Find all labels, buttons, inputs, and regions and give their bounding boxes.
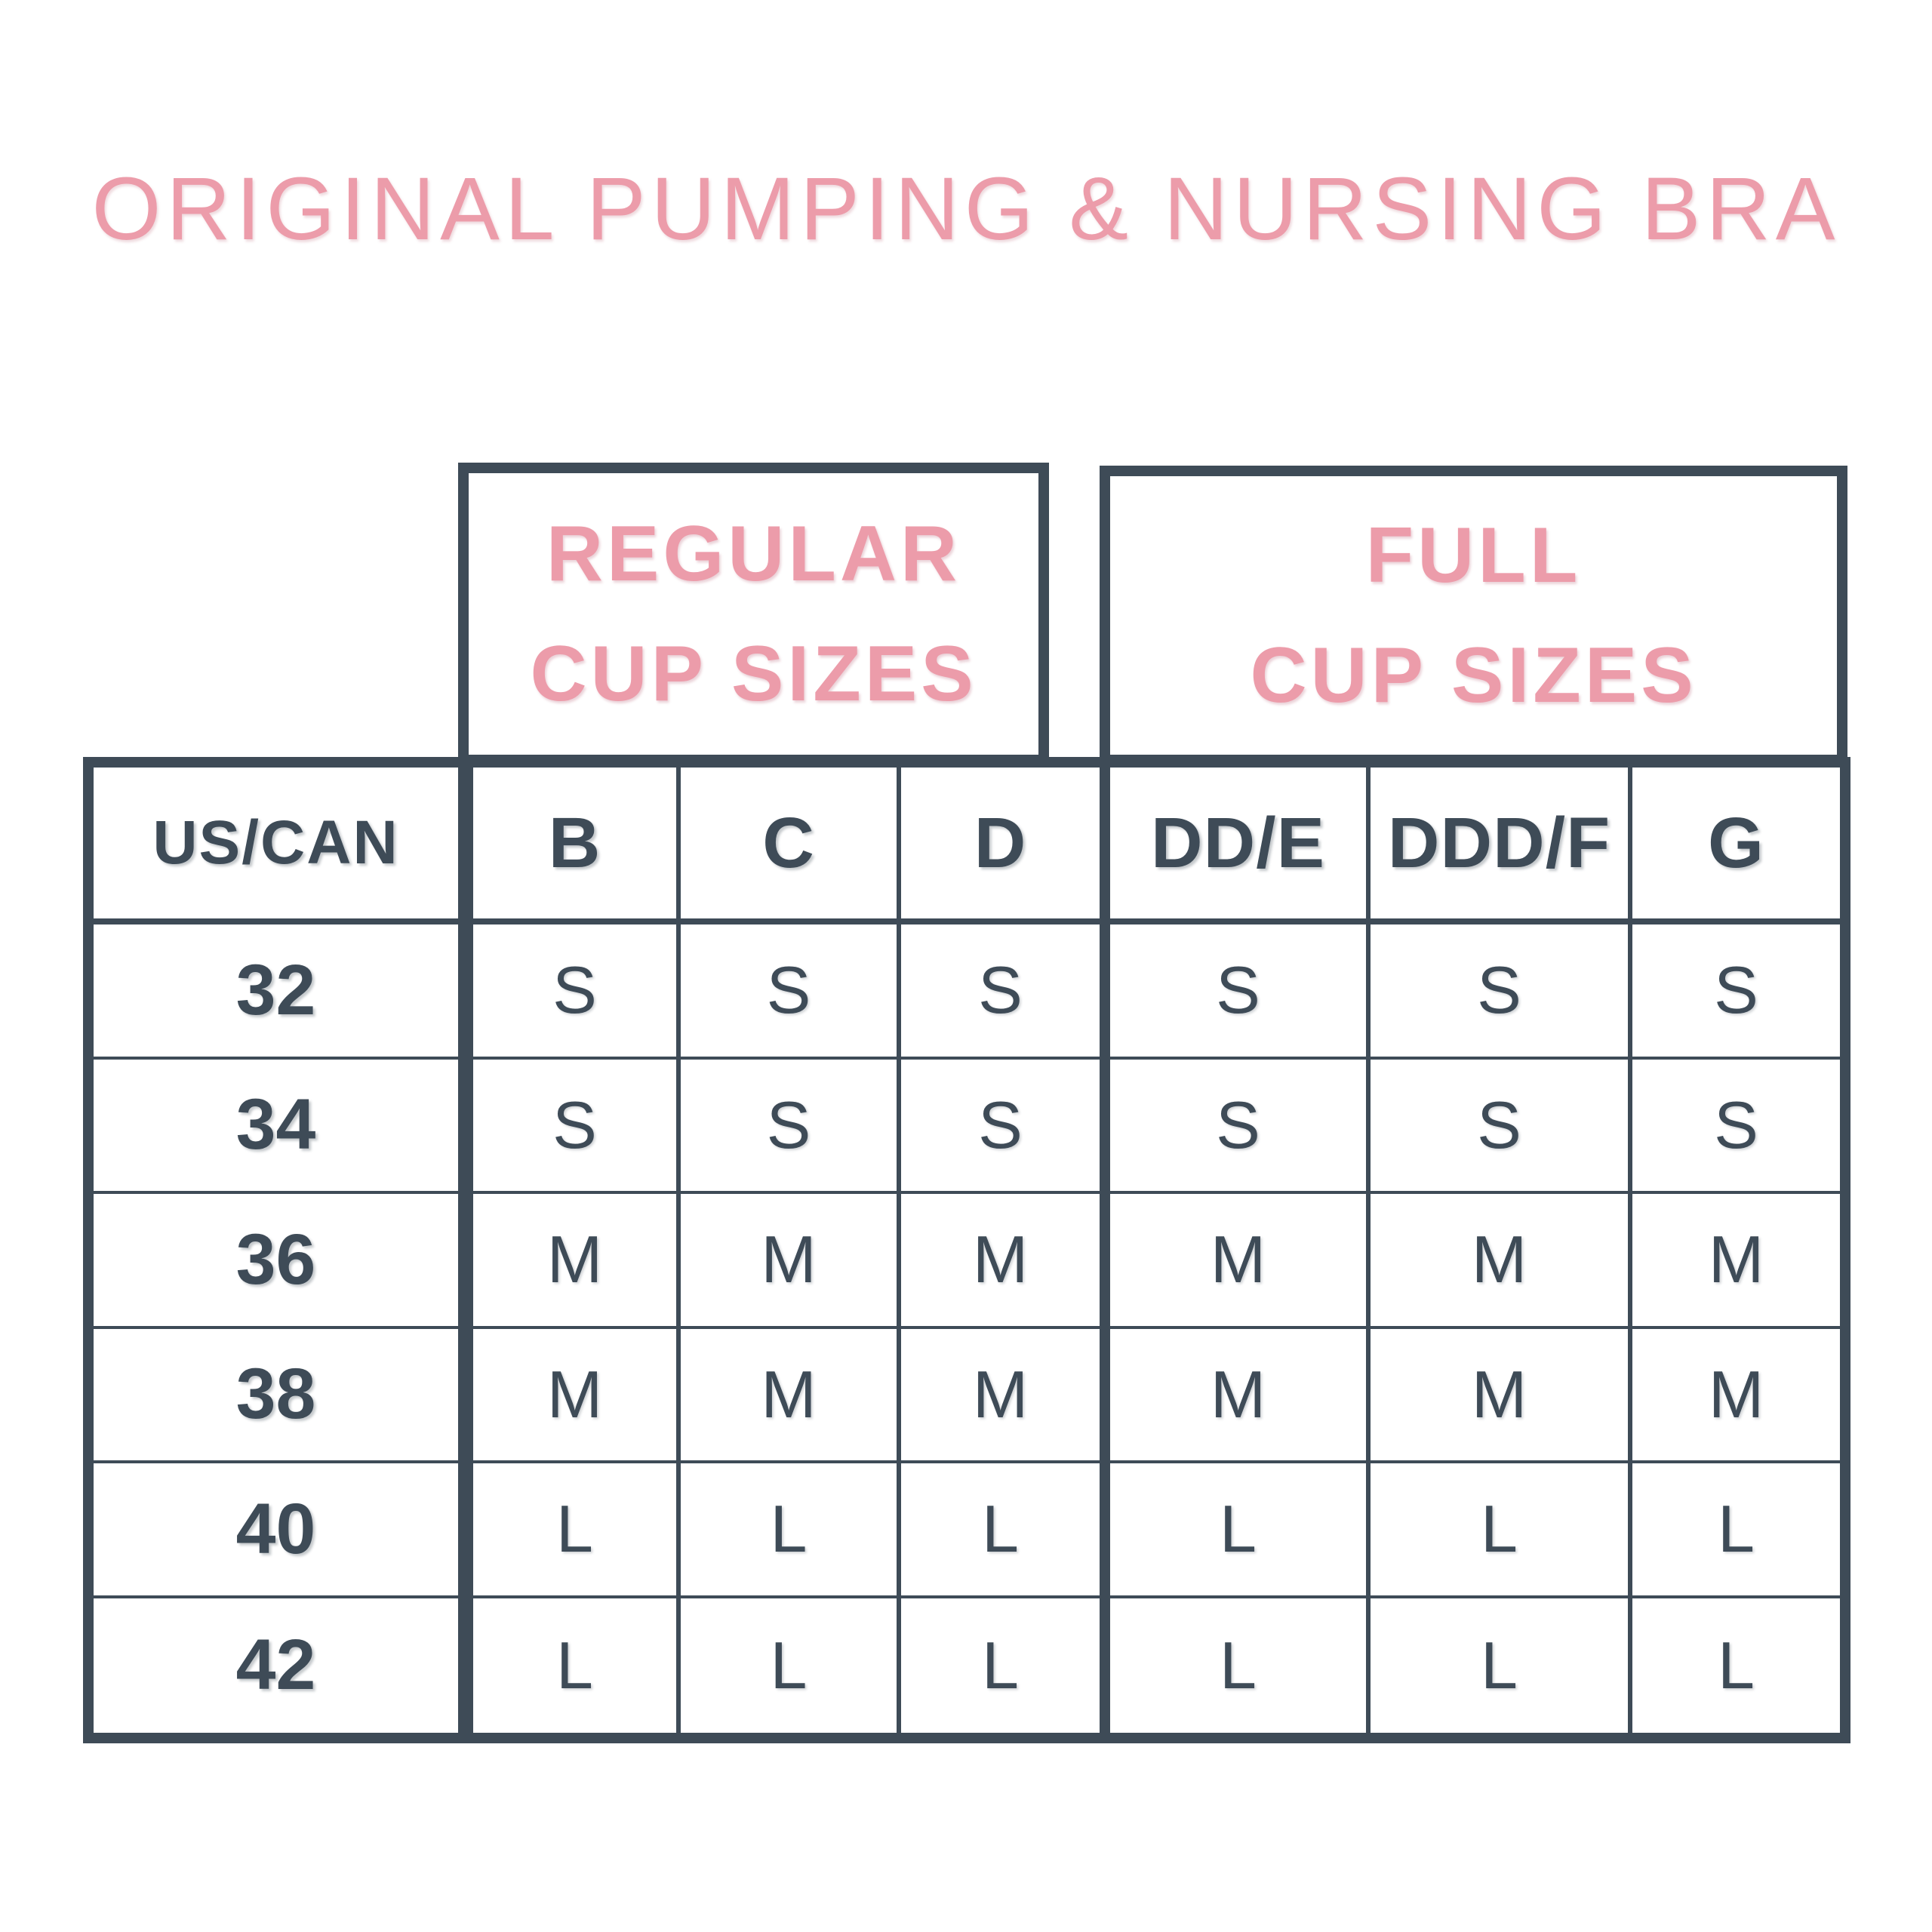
size-cell: S [681, 924, 901, 1060]
corner-header-us-can: US/CAN [94, 768, 473, 924]
column-header-ddd-f: DDD/F [1371, 768, 1632, 924]
size-cell: L [473, 1598, 681, 1733]
band-size-label: 34 [94, 1059, 473, 1194]
size-cell: S [1110, 924, 1371, 1060]
size-cell: S [901, 924, 1110, 1060]
size-cell: M [1110, 1194, 1371, 1329]
size-cell: S [1110, 1059, 1371, 1194]
size-cell: M [1371, 1328, 1632, 1463]
column-header-d: D [901, 768, 1110, 924]
size-cell: L [901, 1463, 1110, 1598]
band-size-label: 38 [94, 1328, 473, 1463]
size-cell: M [681, 1194, 901, 1329]
band-size-label: 32 [94, 924, 473, 1060]
size-cell: L [1632, 1463, 1840, 1598]
size-cell: L [1718, 1627, 1755, 1703]
band-size-label: 42 [94, 1598, 473, 1733]
size-cell: S [1371, 924, 1632, 1060]
band-size-label: 40 [94, 1463, 473, 1598]
full-label-line2: CUP SIZES [1250, 631, 1697, 719]
size-cell: L [1110, 1598, 1371, 1733]
full-cup-sizes-box: FULL CUP SIZES [1100, 466, 1847, 765]
regular-label-line1: REGULAR [546, 510, 961, 598]
size-cell: M [681, 1328, 901, 1463]
size-cell: S [1632, 1060, 1840, 1194]
full-label-line1: FULL [1365, 512, 1582, 600]
regular-label-line2: CUP SIZES [530, 629, 977, 718]
column-header-g: G [1632, 768, 1840, 924]
size-cell: L [1110, 1463, 1371, 1598]
size-cell: M [1110, 1328, 1371, 1463]
size-cell: M [473, 1194, 681, 1329]
size-cell: L [1371, 1463, 1632, 1598]
size-cell: L [681, 1598, 901, 1733]
size-table: US/CAN B C D DD/E DDD/F G 32 S S S S S S… [83, 757, 1850, 1743]
page-title: ORIGINAL PUMPING & NURSING BRA [91, 159, 1841, 259]
size-cell: M [1632, 1329, 1840, 1463]
size-cell: S [473, 1059, 681, 1194]
size-cell: L [681, 1463, 901, 1598]
column-header-dd-e: DD/E [1110, 768, 1371, 924]
size-cell: M [1632, 1194, 1840, 1329]
size-cell: S [1371, 1059, 1632, 1194]
size-cell: L [901, 1598, 1110, 1733]
size-cell: L [1371, 1598, 1632, 1733]
column-header-b: B [473, 768, 681, 924]
size-cell: S [1632, 924, 1840, 1060]
column-header-c: C [681, 768, 901, 924]
size-cell: L [473, 1463, 681, 1598]
size-cell: M [901, 1328, 1110, 1463]
size-cell: S [901, 1059, 1110, 1194]
size-cell: M [473, 1328, 681, 1463]
size-cell: M [1371, 1194, 1632, 1329]
size-cell: M [901, 1194, 1110, 1329]
band-size-label: 36 [94, 1194, 473, 1329]
size-cell: S [473, 924, 681, 1060]
regular-cup-sizes-box: REGULAR CUP SIZES [458, 463, 1049, 765]
size-cell: S [681, 1059, 901, 1194]
